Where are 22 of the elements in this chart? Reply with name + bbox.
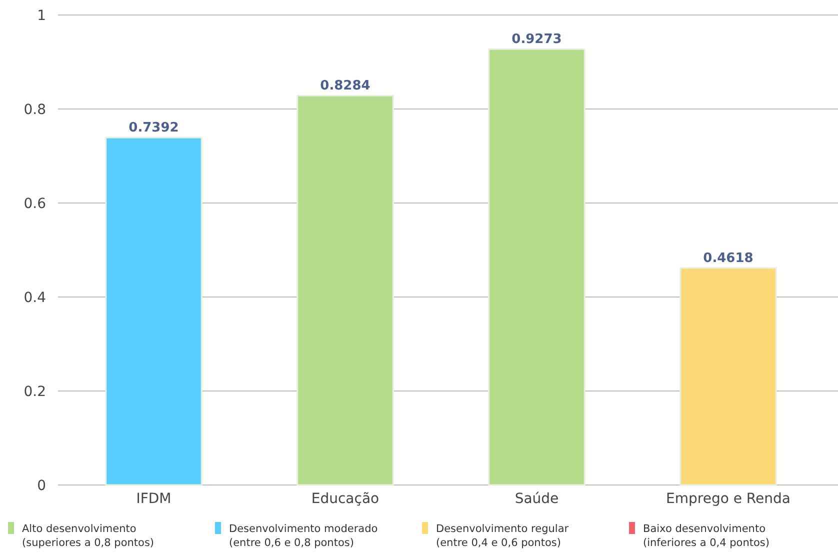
data-label: 0.8284 <box>320 78 370 94</box>
data-label: 0.7392 <box>128 120 179 136</box>
y-tick-label: 1 <box>37 8 46 24</box>
bar <box>488 48 586 486</box>
legend-label: Desenvolvimento regular (entre 0,4 e 0,6 pontos) <box>436 523 570 549</box>
legend-label: Desenvolvimento moderado (entre 0,6 e 0,8 pontos) <box>229 523 378 549</box>
y-tick-label: 0.6 <box>24 196 46 212</box>
x-tick-label: Emprego e Renda <box>666 491 790 507</box>
x-tick-label: Educação <box>311 491 380 507</box>
x-tick-label: IFDM <box>136 491 172 507</box>
y-tick-label: 0.4 <box>24 290 46 306</box>
y-tick-label: 0.8 <box>24 102 46 118</box>
y-tick-label: 0.2 <box>24 384 46 400</box>
bar <box>105 136 202 486</box>
y-tick-label: 0 <box>37 478 46 494</box>
x-tick-label: Saúde <box>514 491 559 507</box>
legend-label: Baixo desenvolvimento (inferiores a 0,4 pontos) <box>643 523 770 549</box>
data-label: 0.9273 <box>512 32 562 48</box>
legend-label: Alto desenvolvimento (superiores a 0,8 pontos) <box>22 523 154 549</box>
bar <box>296 94 394 486</box>
bar <box>680 267 777 486</box>
data-label: 0.4618 <box>703 250 754 266</box>
